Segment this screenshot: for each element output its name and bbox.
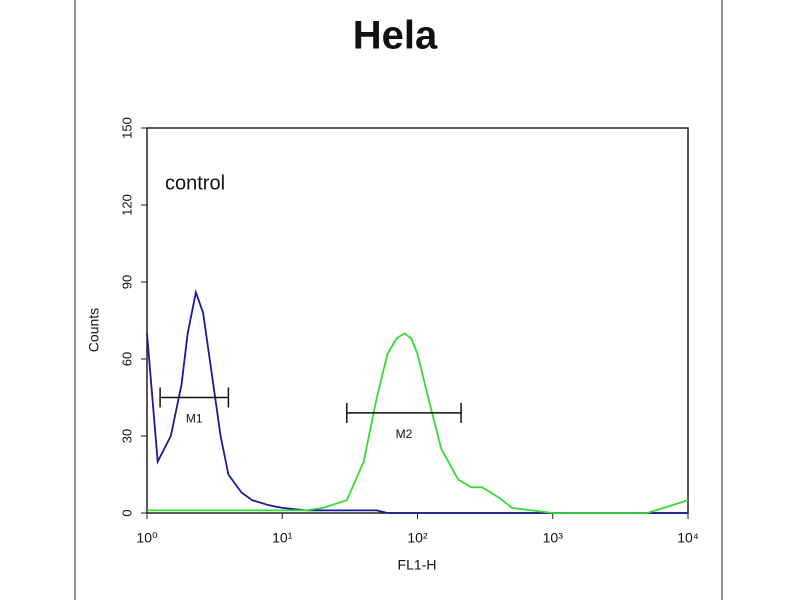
- x-tick-label: 10³: [543, 530, 564, 546]
- x-tick-label: 10⁴: [677, 530, 699, 546]
- histogram-line: [146, 288, 688, 514]
- x-tick-label: 10²: [407, 530, 428, 546]
- y-axis-label: Counts: [86, 308, 102, 352]
- histogram-line: [147, 332, 689, 514]
- y-tick-label: 30: [119, 429, 134, 443]
- marker-label: M2: [396, 427, 413, 441]
- x-axis-label: FL1-H: [398, 557, 437, 573]
- y-tick-label: 90: [119, 275, 134, 289]
- y-tick-label: 120: [119, 194, 134, 216]
- marker-label: M1: [186, 412, 203, 426]
- y-tick-label: 150: [119, 117, 134, 139]
- chart-title: Hela: [353, 14, 438, 58]
- x-tick-label: 10¹: [272, 530, 293, 546]
- annotation: control: [165, 172, 225, 194]
- y-tick-label: 0: [119, 509, 134, 516]
- plot-frame: [146, 127, 689, 514]
- y-tick-label: 60: [119, 352, 134, 366]
- x-tick-label: 10⁰: [136, 530, 158, 546]
